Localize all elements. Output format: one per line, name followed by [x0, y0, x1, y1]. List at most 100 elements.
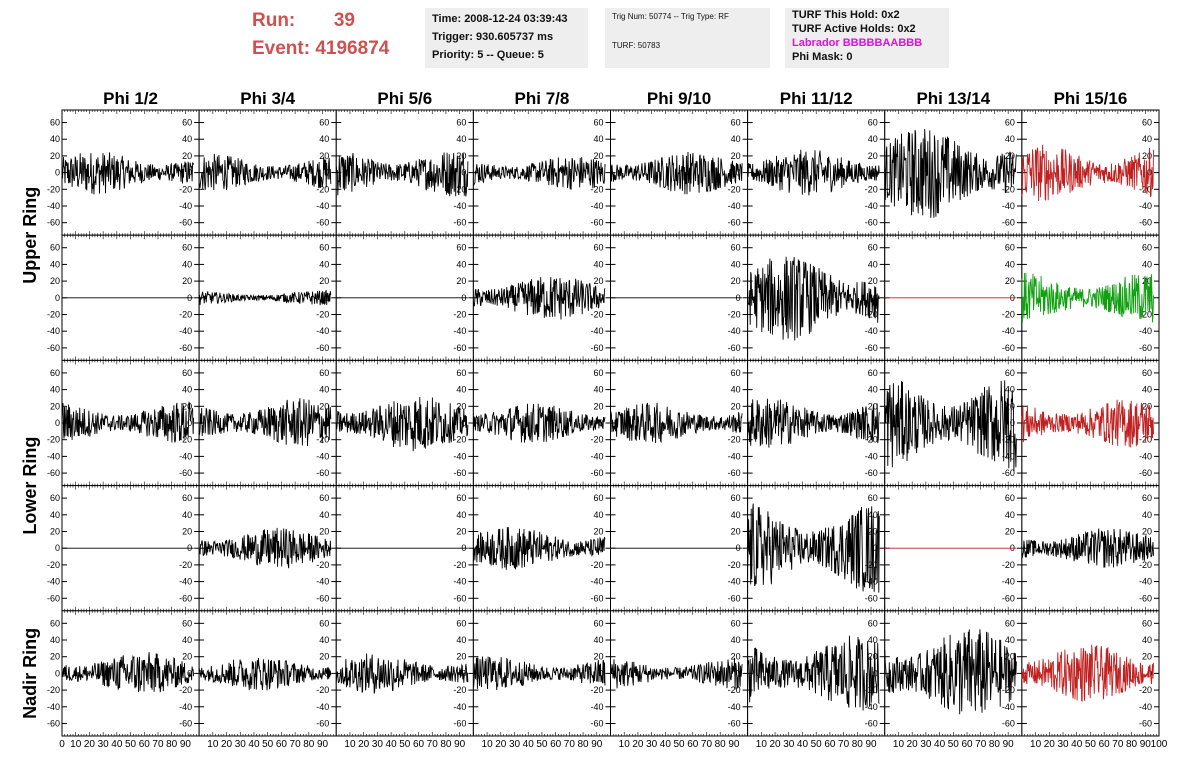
y-tick-label: 40 — [319, 385, 329, 395]
y-tick-label: -40 — [316, 201, 329, 211]
y-tick-label: 40 — [456, 635, 466, 645]
y-tick-label: -60 — [728, 718, 741, 728]
waveform-trace — [747, 398, 880, 448]
y-tick-label: -60 — [453, 468, 466, 478]
y-tick-label: 40 — [456, 385, 466, 395]
y-tick-label: -40 — [47, 201, 60, 211]
y-tick-label: -40 — [47, 451, 60, 461]
waveform-trace — [61, 400, 195, 443]
y-tick-label: 40 — [1005, 259, 1015, 269]
y-tick-label: -40 — [865, 702, 878, 712]
y-tick-label: 40 — [319, 259, 329, 269]
y-tick-label: -60 — [453, 343, 466, 353]
y-tick-label: -40 — [1002, 201, 1015, 211]
y-tick-label: -40 — [453, 702, 466, 712]
y-tick-label: -40 — [1002, 702, 1015, 712]
y-tick-label: 20 — [1142, 652, 1152, 662]
y-tick-label: 60 — [182, 493, 192, 503]
y-tick-label: 60 — [319, 118, 329, 128]
y-tick-label: 20 — [50, 276, 60, 286]
y-tick-label: 40 — [456, 259, 466, 269]
y-tick-label: 40 — [50, 635, 60, 645]
y-tick-label: 40 — [868, 134, 878, 144]
waveform-trace — [610, 657, 743, 690]
y-tick-label: -20 — [179, 685, 192, 695]
y-tick-label: 40 — [50, 510, 60, 520]
y-tick-label: -40 — [1139, 577, 1152, 587]
y-tick-label: 60 — [182, 243, 192, 253]
y-tick-label: -60 — [1139, 218, 1152, 228]
y-tick-label: -60 — [865, 343, 878, 353]
y-tick-label: 20 — [731, 276, 741, 286]
y-tick-label: 20 — [456, 276, 466, 286]
y-tick-label: 60 — [593, 493, 603, 503]
y-tick-label: -60 — [865, 218, 878, 228]
y-tick-label: -40 — [1002, 326, 1015, 336]
y-tick-label: 40 — [731, 635, 741, 645]
column-header: Phi 1/2 — [103, 89, 158, 108]
y-tick-label: 20 — [319, 151, 329, 161]
y-tick-label: -20 — [590, 309, 603, 319]
y-tick-label: 60 — [868, 618, 878, 628]
y-tick-label: -20 — [47, 685, 60, 695]
y-tick-label: 60 — [1142, 118, 1152, 128]
y-tick-label: -60 — [728, 468, 741, 478]
ring-label: Lower Ring — [20, 437, 40, 535]
y-tick-label: 40 — [1005, 510, 1015, 520]
ring-label: Upper Ring — [20, 187, 40, 284]
y-tick-label: 0 — [1010, 168, 1015, 178]
y-tick-label: -20 — [47, 184, 60, 194]
y-tick-label: 40 — [868, 385, 878, 395]
y-tick-label: -20 — [1139, 309, 1152, 319]
waveform-trace — [198, 527, 332, 569]
y-tick-label: -20 — [47, 560, 60, 570]
waveform-trace — [1021, 528, 1154, 568]
y-tick-label: 20 — [182, 276, 192, 286]
waveform-trace — [884, 380, 1017, 472]
y-tick-label: 20 — [731, 652, 741, 662]
priority-text: Priority: 5 -- Queue: 5 — [432, 49, 544, 61]
y-tick-label: -40 — [453, 451, 466, 461]
y-tick-label: -60 — [1139, 468, 1152, 478]
y-tick-label: -60 — [590, 218, 603, 228]
y-tick-label: 60 — [731, 493, 741, 503]
y-tick-label: 20 — [868, 401, 878, 411]
y-tick-label: -20 — [316, 309, 329, 319]
y-tick-label: 60 — [182, 118, 192, 128]
y-tick-label: 40 — [182, 259, 192, 269]
y-tick-label: 60 — [593, 618, 603, 628]
y-tick-label: 20 — [1005, 401, 1015, 411]
y-tick-label: 20 — [50, 527, 60, 537]
y-tick-label: -60 — [179, 218, 192, 228]
y-tick-label: -20 — [47, 435, 60, 445]
y-tick-label: 20 — [182, 401, 192, 411]
run-label: Run: — [252, 10, 296, 31]
y-tick-label: 60 — [1005, 493, 1015, 503]
y-tick-label: 60 — [593, 118, 603, 128]
y-tick-label: -60 — [316, 593, 329, 603]
y-tick-label: -40 — [179, 451, 192, 461]
y-tick-label: -20 — [728, 309, 741, 319]
y-tick-label: 40 — [731, 385, 741, 395]
y-tick-label: -40 — [1002, 577, 1015, 587]
y-tick-label: -40 — [590, 702, 603, 712]
turf-active-holds-text: TURF Active Holds: 0x2 — [792, 23, 916, 35]
y-tick-label: -40 — [179, 702, 192, 712]
y-tick-label: 0 — [461, 668, 466, 678]
y-tick-label: 60 — [731, 368, 741, 378]
y-tick-label: 20 — [456, 151, 466, 161]
y-tick-label: 20 — [868, 276, 878, 286]
y-tick-label: 40 — [593, 510, 603, 520]
y-tick-label: -40 — [728, 326, 741, 336]
y-tick-label: -60 — [316, 343, 329, 353]
y-tick-label: -60 — [453, 218, 466, 228]
y-tick-label: 60 — [868, 243, 878, 253]
ring-label: Nadir Ring — [20, 628, 40, 719]
y-tick-label: 0 — [55, 293, 60, 303]
column-header: Phi 13/14 — [916, 89, 990, 108]
y-tick-label: -20 — [1139, 560, 1152, 570]
y-tick-label: 40 — [731, 510, 741, 520]
waveform-trace — [747, 635, 880, 711]
y-tick-label: 60 — [319, 243, 329, 253]
y-tick-label: 40 — [456, 134, 466, 144]
